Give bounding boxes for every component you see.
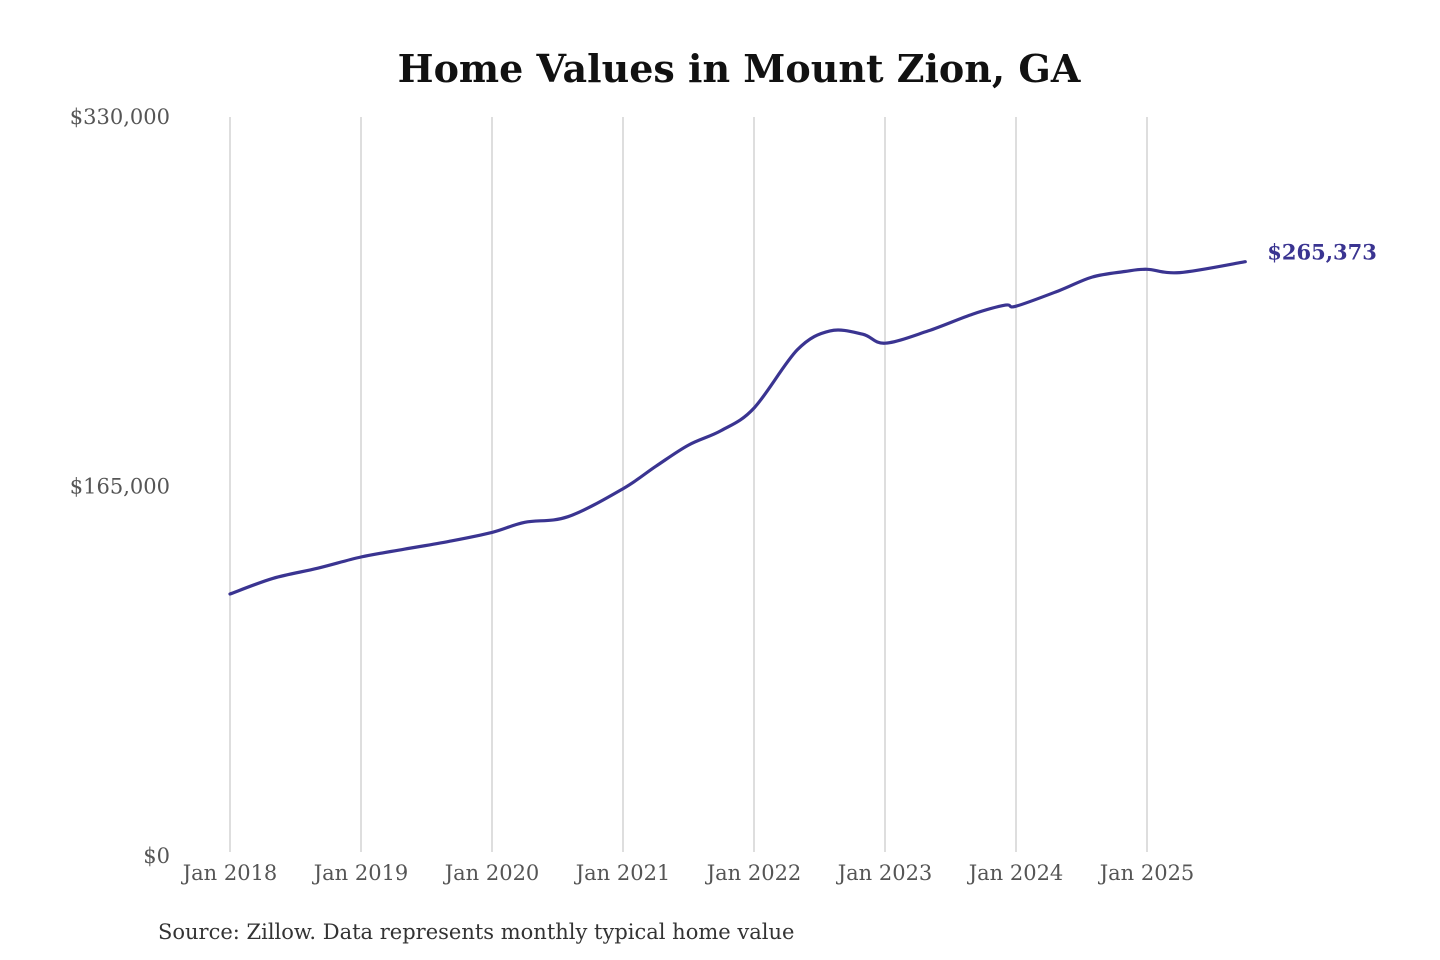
series-layer: [228, 260, 1247, 596]
chart-title: Home Values in Mount Zion, GA: [398, 46, 1081, 91]
x-tick-label: Jan 2024: [967, 861, 1064, 885]
y-tick-label: $0: [143, 844, 170, 868]
x-axis-ticks: Jan 2018 Jan 2019 Jan 2020 Jan 2021 Jan 2022…: [181, 861, 1195, 885]
end-value-label: $265,373: [1267, 240, 1377, 265]
y-axis-ticks: $0 $165,000 $330,000: [70, 105, 170, 868]
x-tick-label: Jan 2019: [312, 861, 409, 885]
x-tick-label: Jan 2022: [705, 861, 802, 885]
x-tick-label: Jan 2018: [181, 861, 278, 885]
source-note: Source: Zillow. Data represents monthly …: [158, 920, 794, 944]
y-tick-label: $330,000: [70, 105, 170, 129]
x-tick-label: Jan 2021: [574, 861, 671, 885]
x-tick-label: Jan 2020: [443, 861, 540, 885]
series-line: [228, 260, 1247, 596]
y-tick-label: $165,000: [70, 475, 170, 499]
grid-lines: [229, 117, 1148, 852]
x-tick-label: Jan 2025: [1098, 861, 1195, 885]
x-tick-label: Jan 2023: [836, 861, 933, 885]
